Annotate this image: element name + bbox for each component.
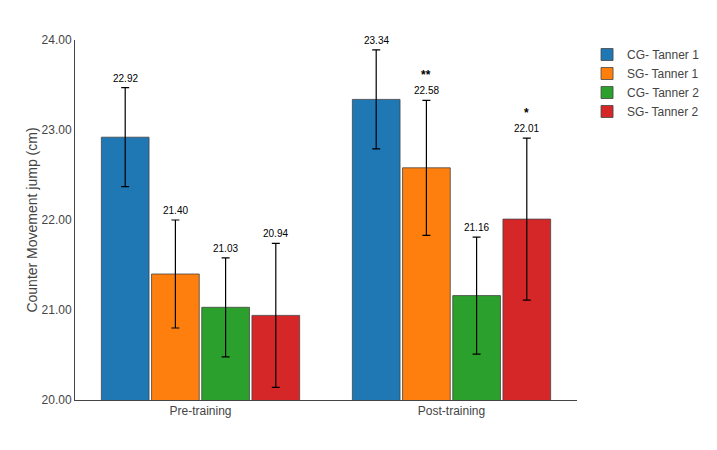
- svg-text:22.00: 22.00: [42, 213, 72, 227]
- svg-text:22.01: 22.01: [514, 123, 539, 134]
- svg-text:21.00: 21.00: [42, 303, 72, 317]
- svg-text:23.34: 23.34: [364, 35, 389, 46]
- svg-text:Post-training: Post-training: [418, 404, 485, 418]
- svg-text:20.94: 20.94: [263, 228, 288, 239]
- svg-text:CG- Tanner 2: CG- Tanner 2: [627, 86, 699, 100]
- svg-text:SG- Tanner 2: SG- Tanner 2: [627, 105, 698, 119]
- svg-text:*: *: [524, 106, 529, 120]
- svg-text:22.92: 22.92: [113, 73, 138, 84]
- svg-text:22.58: 22.58: [414, 85, 439, 96]
- svg-text:20.00: 20.00: [42, 393, 72, 407]
- svg-text:Counter Movement jump (cm): Counter Movement jump (cm): [24, 127, 40, 312]
- svg-text:**: **: [421, 68, 431, 82]
- svg-text:21.40: 21.40: [163, 205, 188, 216]
- svg-text:21.03: 21.03: [213, 243, 238, 254]
- svg-text:21.16: 21.16: [464, 222, 489, 233]
- svg-text:CG- Tanner 1: CG- Tanner 1: [627, 48, 699, 62]
- svg-text:23.00: 23.00: [42, 123, 72, 137]
- svg-text:Pre-training: Pre-training: [169, 404, 231, 418]
- svg-text:24.00: 24.00: [42, 33, 72, 47]
- svg-text:SG- Tanner 1: SG- Tanner 1: [627, 67, 698, 81]
